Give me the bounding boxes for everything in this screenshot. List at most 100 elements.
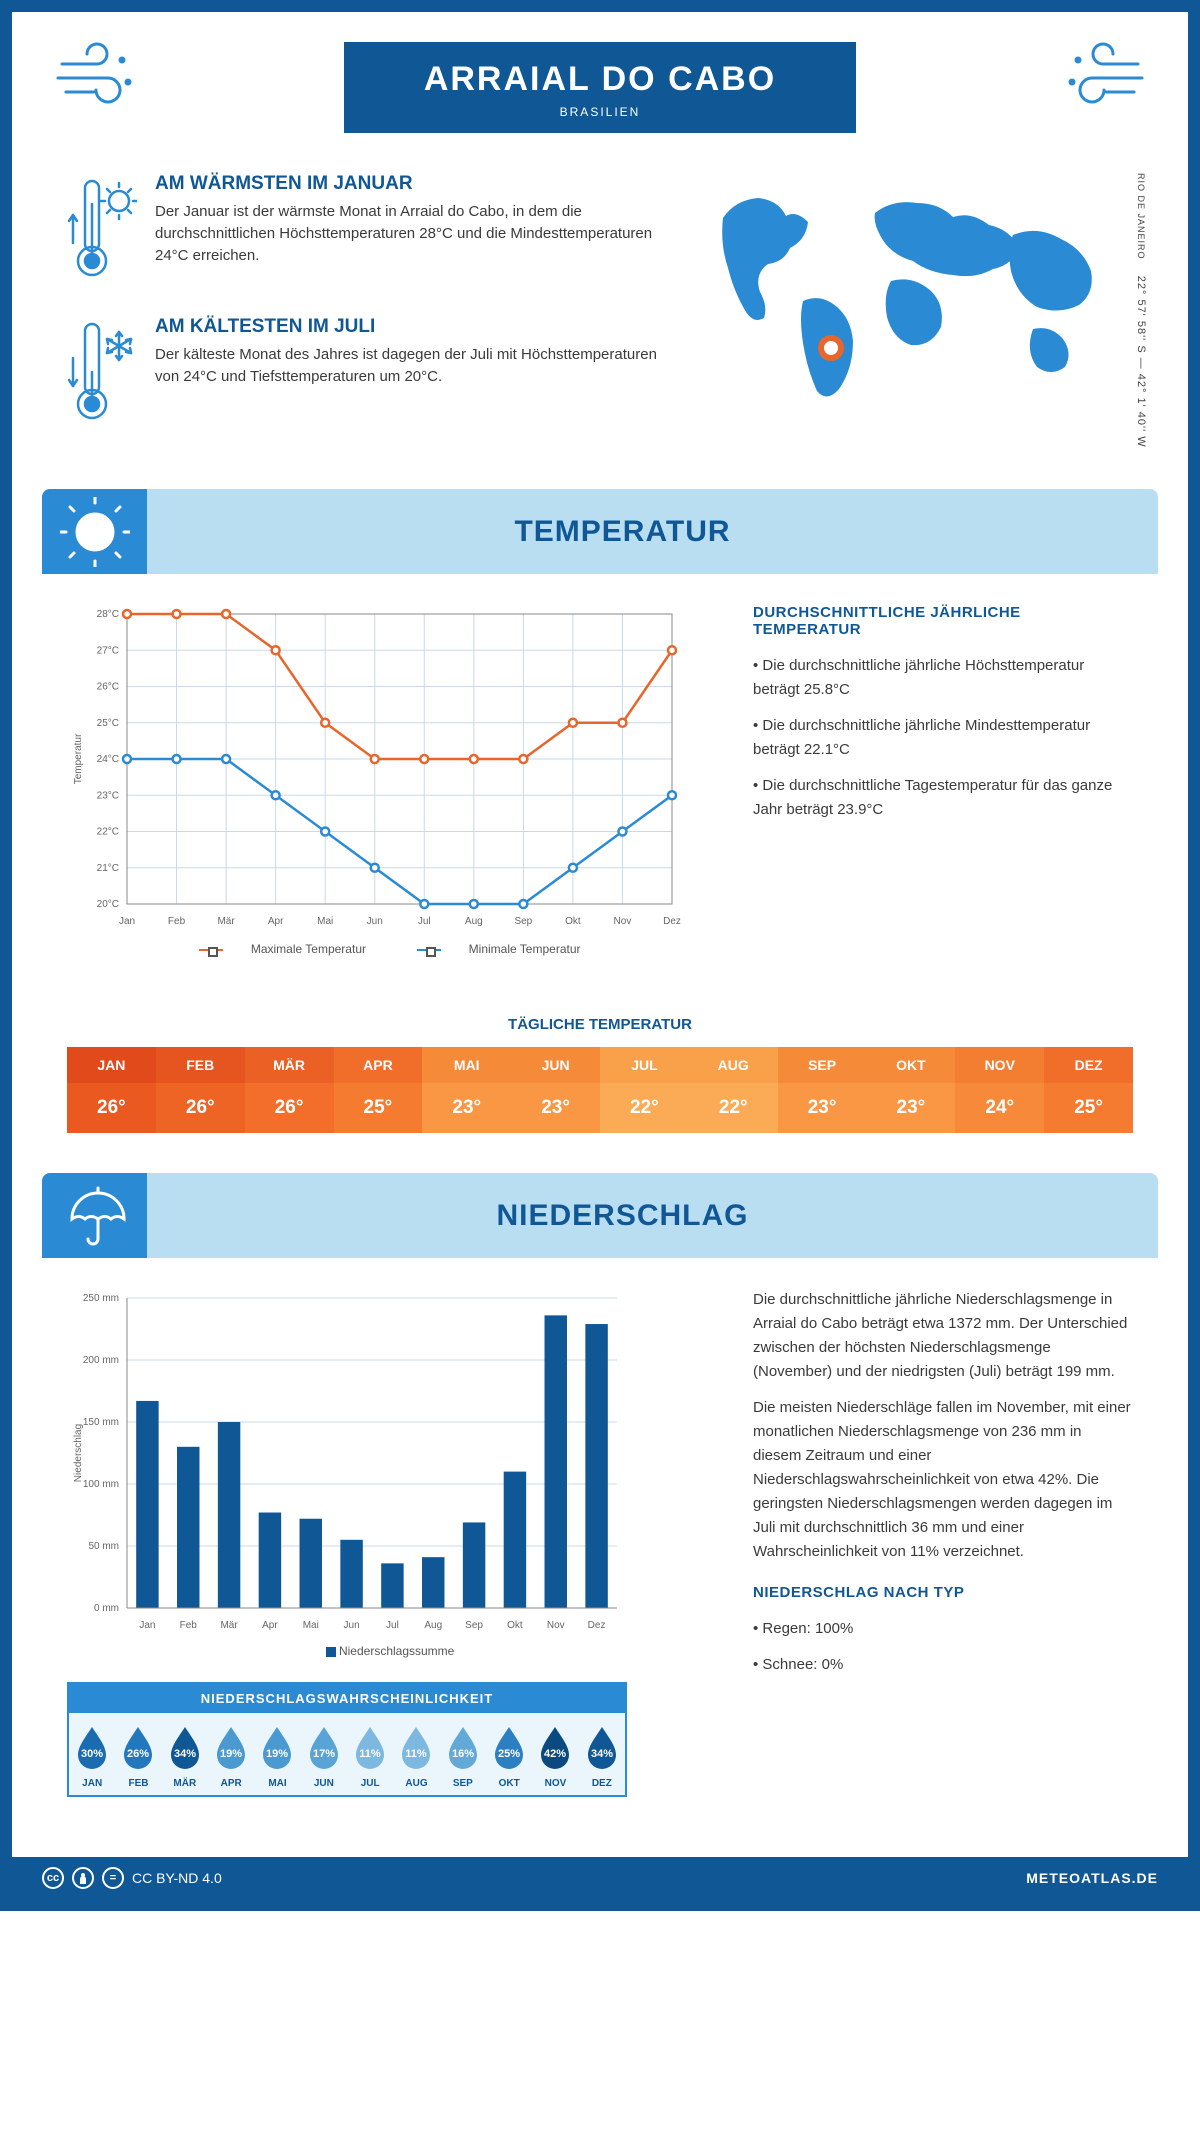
temperature-body: 20°C21°C22°C23°C24°C25°C26°C27°C28°CJanF…	[12, 604, 1188, 986]
svg-text:34%: 34%	[591, 1748, 613, 1760]
daily-temp-value: 24°	[955, 1083, 1044, 1133]
probability-cell: 26%FEB	[115, 1725, 161, 1789]
svg-text:42%: 42%	[544, 1748, 566, 1760]
svg-text:27°C: 27°C	[97, 645, 119, 656]
daily-month-header: JUN	[511, 1047, 600, 1083]
precip-type-bullet: • Regen: 100%	[753, 1617, 1133, 1641]
svg-text:19%: 19%	[266, 1748, 288, 1760]
svg-text:23°C: 23°C	[97, 790, 119, 801]
probability-cell: 11%AUG	[393, 1725, 439, 1789]
header: ARRAIAL DO CABO BRASILIEN	[12, 12, 1188, 153]
region-label: RIO DE JANEIRO	[1136, 173, 1146, 260]
daily-month-header: JAN	[67, 1047, 156, 1083]
probability-cell: 34%DEZ	[579, 1725, 625, 1789]
daily-temp-value: 25°	[334, 1083, 423, 1133]
svg-text:25°C: 25°C	[97, 718, 119, 729]
probability-cell: 19%APR	[208, 1725, 254, 1789]
cc-icon: cc	[42, 1867, 64, 1889]
svg-text:25%: 25%	[498, 1748, 520, 1760]
daily-month-header: SEP	[778, 1047, 867, 1083]
svg-text:Jul: Jul	[418, 916, 431, 927]
probability-cell: 16%SEP	[440, 1725, 486, 1789]
thermometer-hot-icon	[67, 173, 137, 288]
license-block: cc = CC BY-ND 4.0	[42, 1867, 222, 1889]
page-subtitle: BRASILIEN	[424, 105, 776, 119]
svg-text:250 mm: 250 mm	[83, 1293, 119, 1304]
temperature-line-chart: 20°C21°C22°C23°C24°C25°C26°C27°C28°CJanF…	[67, 604, 687, 934]
svg-text:Dez: Dez	[588, 1620, 606, 1631]
daily-month-header: DEZ	[1044, 1047, 1133, 1083]
svg-text:Jun: Jun	[344, 1620, 360, 1631]
daily-month-header: OKT	[867, 1047, 956, 1083]
precipitation-title: NIEDERSCHLAG	[147, 1199, 1098, 1233]
precipitation-body: 0 mm50 mm100 mm150 mm200 mm250 mmJanFebM…	[12, 1288, 1188, 1827]
wind-icon-left	[52, 42, 142, 117]
svg-text:Aug: Aug	[424, 1620, 442, 1631]
svg-text:100 mm: 100 mm	[83, 1479, 119, 1490]
svg-text:Jun: Jun	[367, 916, 383, 927]
precipitation-bar-chart: 0 mm50 mm100 mm150 mm200 mm250 mmJanFebM…	[67, 1288, 627, 1638]
daily-temp-value: 23°	[778, 1083, 867, 1133]
warmest-block: AM WÄRMSTEN IM JANUAR Der Januar ist der…	[67, 173, 663, 288]
daily-month-header: MÄR	[245, 1047, 334, 1083]
coldest-block: AM KÄLTESTEN IM JULI Der kälteste Monat …	[67, 316, 663, 431]
coordinates: RIO DE JANEIRO 22° 57' 58'' S — 42° 1' 4…	[1135, 173, 1147, 448]
svg-text:Niederschlag: Niederschlag	[73, 1424, 84, 1482]
probability-cell: 17%JUN	[301, 1725, 347, 1789]
by-icon	[72, 1867, 94, 1889]
svg-text:16%: 16%	[452, 1748, 474, 1760]
daily-temp-value: 26°	[156, 1083, 245, 1133]
probability-cell: 34%MÄR	[162, 1725, 208, 1789]
precip-text-1: Die durchschnittliche jährliche Niedersc…	[753, 1288, 1133, 1384]
daily-month-header: APR	[334, 1047, 423, 1083]
svg-text:Mai: Mai	[303, 1620, 319, 1631]
temp-bullet: • Die durchschnittliche jährliche Höchst…	[753, 654, 1133, 702]
daily-temp-value: 26°	[245, 1083, 334, 1133]
legend-precip: Niederschlagssumme	[339, 1644, 454, 1658]
coldest-heading: AM KÄLTESTEN IM JULI	[155, 316, 663, 338]
svg-text:Jan: Jan	[139, 1620, 155, 1631]
svg-text:50 mm: 50 mm	[88, 1541, 119, 1552]
daily-temp-value: 25°	[1044, 1083, 1133, 1133]
daily-temp-value: 23°	[422, 1083, 511, 1133]
temperature-title: TEMPERATUR	[147, 515, 1098, 549]
daily-temp-value: 22°	[600, 1083, 689, 1133]
svg-text:150 mm: 150 mm	[83, 1417, 119, 1428]
probability-cell: 11%JUL	[347, 1725, 393, 1789]
daily-temp-value: 23°	[867, 1083, 956, 1133]
daily-temp-value: 26°	[67, 1083, 156, 1133]
svg-text:28°C: 28°C	[97, 609, 119, 620]
probability-cell: 19%MAI	[254, 1725, 300, 1789]
daily-temp-title: TÄGLICHE TEMPERATUR	[12, 1016, 1188, 1033]
precip-type-bullet: • Schnee: 0%	[753, 1653, 1133, 1677]
daily-month-header: AUG	[689, 1047, 778, 1083]
svg-text:34%: 34%	[174, 1748, 196, 1760]
legend-max: Maximale Temperatur	[251, 942, 366, 956]
probability-cell: 30%JAN	[69, 1725, 115, 1789]
svg-text:200 mm: 200 mm	[83, 1355, 119, 1366]
coords-value: 22° 57' 58'' S — 42° 1' 40'' W	[1135, 276, 1147, 448]
coldest-text: Der kälteste Monat des Jahres ist dagege…	[155, 344, 663, 388]
warmest-heading: AM WÄRMSTEN IM JANUAR	[155, 173, 663, 195]
svg-text:21°C: 21°C	[97, 863, 119, 874]
svg-text:Sep: Sep	[514, 916, 532, 927]
intro-section: AM WÄRMSTEN IM JANUAR Der Januar ist der…	[12, 153, 1188, 489]
svg-text:Nov: Nov	[547, 1620, 565, 1631]
daily-month-header: MAI	[422, 1047, 511, 1083]
title-band: ARRAIAL DO CABO BRASILIEN	[344, 42, 856, 133]
svg-text:Dez: Dez	[663, 916, 681, 927]
svg-text:26°C: 26°C	[97, 682, 119, 693]
precip-text-2: Die meisten Niederschläge fallen im Nove…	[753, 1396, 1133, 1564]
daily-temp-value: 22°	[689, 1083, 778, 1133]
thermometer-cold-icon	[67, 316, 137, 431]
legend-min: Minimale Temperatur	[469, 942, 581, 956]
svg-text:Okt: Okt	[507, 1620, 523, 1631]
probability-cell: 25%OKT	[486, 1725, 532, 1789]
world-map: RIO DE JANEIRO 22° 57' 58'' S — 42° 1' 4…	[703, 173, 1133, 459]
svg-text:30%: 30%	[81, 1748, 103, 1760]
svg-text:11%: 11%	[406, 1748, 428, 1760]
svg-text:0 mm: 0 mm	[94, 1603, 119, 1614]
svg-text:Apr: Apr	[262, 1620, 278, 1631]
license-text: CC BY-ND 4.0	[132, 1870, 222, 1886]
umbrella-icon	[42, 1173, 147, 1258]
